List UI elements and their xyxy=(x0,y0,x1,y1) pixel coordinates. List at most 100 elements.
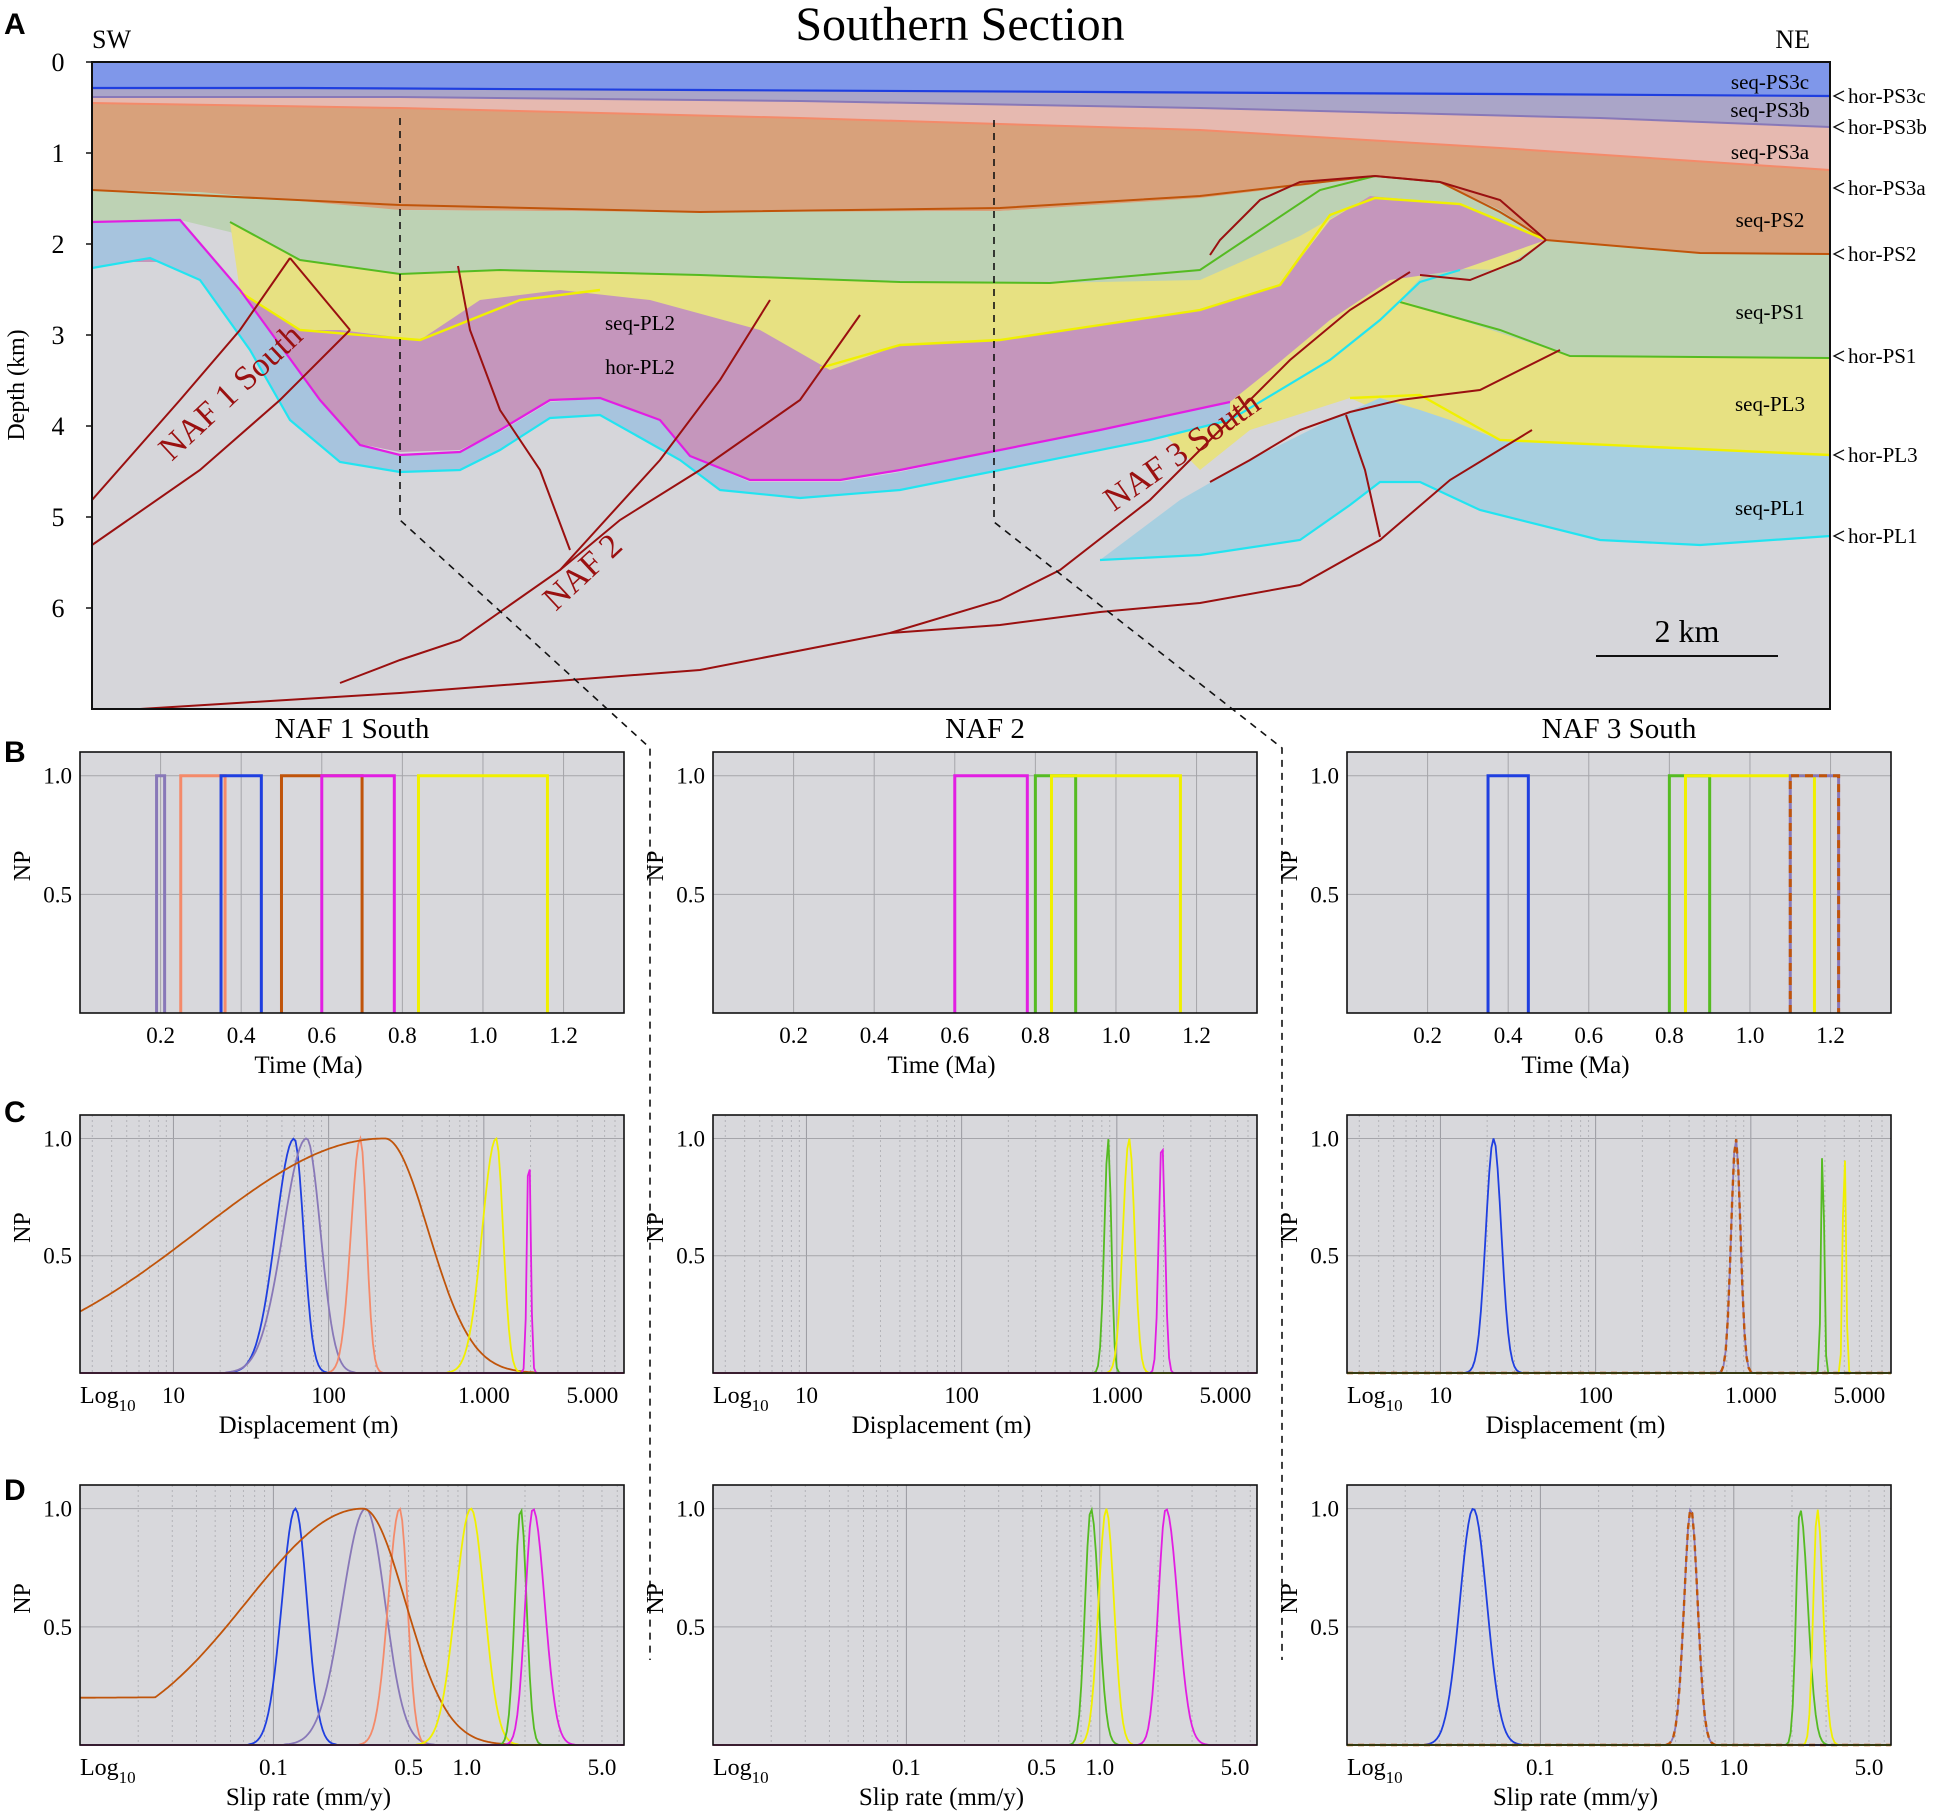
horizon-line-ps3c xyxy=(92,86,1830,98)
panel-letter-d: D xyxy=(4,1474,26,1507)
y-tick-label: 0.5 xyxy=(43,882,72,907)
x-tick-label: 0.6 xyxy=(1574,1023,1603,1048)
x-axis-label: Slip rate (mm/y) xyxy=(1493,1784,1658,1811)
fault-ps-thrust xyxy=(1209,174,1547,282)
fault-naf3-splay xyxy=(1345,414,1381,538)
y-tick-label: 1.0 xyxy=(1310,764,1339,789)
depth-tick-label: 4 xyxy=(52,412,65,441)
fault-naf3-lower xyxy=(889,429,1533,634)
horizon-label: hor-PS3a xyxy=(1848,176,1926,200)
y-tick-label: 1.0 xyxy=(43,764,72,789)
series xyxy=(953,774,1182,1013)
horizon-label: hor-PL1 xyxy=(1848,524,1918,548)
fault-lines xyxy=(92,174,1561,709)
x-axis-label: Displacement (m) xyxy=(1486,1412,1666,1439)
y-axis-label: NP xyxy=(1277,1212,1303,1243)
x-tick-label: 5.000 xyxy=(566,1383,618,1408)
plot-frame xyxy=(1346,1484,1892,1746)
y-axis-label: NP xyxy=(10,851,36,882)
x-tick-label: 0.2 xyxy=(146,1023,175,1048)
sequence-label: seq-PS3c xyxy=(1731,70,1809,94)
charts: 0.5 1.0 NP 0.2 0.4 0.6 0.8 1.0 1.2 Time (Ma) NAF 1… xyxy=(10,713,1892,1811)
horizon-line-ps1 xyxy=(229,175,1830,359)
x-tick-label: 0.1 xyxy=(259,1755,288,1780)
y-tick-label: 0.5 xyxy=(43,1615,72,1640)
interval-pl3 xyxy=(1049,774,1182,1013)
fault-naf3-main xyxy=(139,271,1411,709)
fault-naf1-tip xyxy=(289,257,351,331)
chart-b-1: 0.5 1.0 NP 0.2 0.4 0.6 0.8 1.0 1.2 Time (Ma) NAF 1… xyxy=(10,713,625,1079)
x-tick-label: 1.000 xyxy=(458,1383,510,1408)
y-tick-label: 1.0 xyxy=(1310,1126,1339,1151)
horizon-label: hor-PS3b xyxy=(1848,115,1927,139)
fault-naf1-lower xyxy=(92,329,351,546)
series xyxy=(1486,774,1841,1013)
x-tick-label: 1.0 xyxy=(1085,1755,1114,1780)
plot-frame xyxy=(712,1484,1258,1746)
horizon-label: hor-PS1 xyxy=(1848,344,1916,368)
y-axis-label: NP xyxy=(10,1212,36,1243)
x-tick-label: 5.0 xyxy=(1221,1755,1250,1780)
x-tick-label: 0.4 xyxy=(860,1023,889,1048)
x-tick-label: 1.0 xyxy=(1102,1023,1131,1048)
panel-letter-b: B xyxy=(4,736,26,769)
y-axis-label: NP xyxy=(1277,1583,1303,1614)
plot-background xyxy=(80,1115,624,1373)
depth-tick-label: 5 xyxy=(52,503,65,532)
chart-c-2: 0.5 1.0 NP 10 100 1.000 5.000 Log10 Displacement… xyxy=(643,1114,1258,1439)
x-tick-label: 1.0 xyxy=(1719,1755,1748,1780)
plot-background xyxy=(1347,1115,1891,1373)
column-title: NAF 3 South xyxy=(1542,713,1697,745)
depth-tick-label: 1 xyxy=(52,139,65,168)
horizon-line-pl2 xyxy=(92,218,1231,482)
section-title: Southern Section xyxy=(795,0,1124,51)
x-axis-label: Slip rate (mm/y) xyxy=(859,1784,1024,1811)
x-tick-label: 0.5 xyxy=(394,1755,423,1780)
horizon-label: hor-PS2 xyxy=(1848,242,1916,266)
horizon-pointer xyxy=(1832,182,1845,194)
x-tick-label: 0.5 xyxy=(1661,1755,1690,1780)
x-tick-label: 10 xyxy=(162,1383,185,1408)
interval-ps3a xyxy=(179,774,227,1013)
y-axis-label: NP xyxy=(1277,851,1303,882)
y-axis-label: NP xyxy=(643,1212,669,1243)
x-tick-label: 5.000 xyxy=(1833,1383,1885,1408)
y-axis-label: NP xyxy=(643,851,669,882)
grid xyxy=(80,1115,625,1373)
horizon-pointer xyxy=(1832,90,1845,102)
grid xyxy=(1347,1115,1892,1373)
horizon-pointer xyxy=(1832,121,1845,133)
sequence-label: seq-PL3 xyxy=(1735,392,1805,416)
y-tick-label: 1.0 xyxy=(43,1497,72,1522)
horizon-label: hor-PL3 xyxy=(1848,443,1918,467)
horizon-label: hor-PS3c xyxy=(1848,84,1926,108)
x-tick-label: 0.6 xyxy=(940,1023,969,1048)
chart-b-2: 0.5 1.0 NP 0.2 0.4 0.6 0.8 1.0 1.2 Time (Ma) NAF 2 xyxy=(643,713,1258,1079)
horizon-pointer xyxy=(1832,350,1845,362)
plot-frame xyxy=(1346,1114,1892,1374)
chart-d-1: 0.5 1.0 NP 0.1 0.5 1.0 5.0 Log10 Slip rate (mm/y… xyxy=(10,1484,625,1811)
x-tick-label: 1.000 xyxy=(1725,1383,1777,1408)
log-scale-label: Log10 xyxy=(713,1383,769,1415)
plot-background xyxy=(80,1485,624,1745)
depth-tick-label: 3 xyxy=(52,321,65,350)
plot-background xyxy=(713,752,1257,1013)
x-tick-label: 0.4 xyxy=(227,1023,256,1048)
depth-axis-label: Depth (km) xyxy=(4,329,30,440)
seq-pl2-label: seq-PL2 xyxy=(605,311,675,335)
layer-pl1 xyxy=(1100,398,1830,560)
x-tick-label: 0.8 xyxy=(1655,1023,1684,1048)
x-tick-label: 1.2 xyxy=(1816,1023,1845,1048)
x-axis-label: Time (Ma) xyxy=(254,1052,362,1079)
log-scale-label: Log10 xyxy=(1347,1755,1403,1787)
x-tick-label: 1.2 xyxy=(549,1023,578,1048)
y-axis-label: NP xyxy=(643,1583,669,1614)
chart-b-3: 0.5 1.0 NP 0.2 0.4 0.6 0.8 1.0 1.2 Time (Ma) NAF 3… xyxy=(1277,713,1892,1079)
series xyxy=(155,774,549,1013)
plot-frame xyxy=(79,751,625,1014)
sequence-label: seq-PS3a xyxy=(1731,140,1810,164)
x-tick-label: 0.1 xyxy=(1526,1755,1555,1780)
x-axis-label: Displacement (m) xyxy=(852,1412,1032,1439)
connector-left xyxy=(399,118,651,1660)
x-tick-label: 100 xyxy=(944,1383,979,1408)
